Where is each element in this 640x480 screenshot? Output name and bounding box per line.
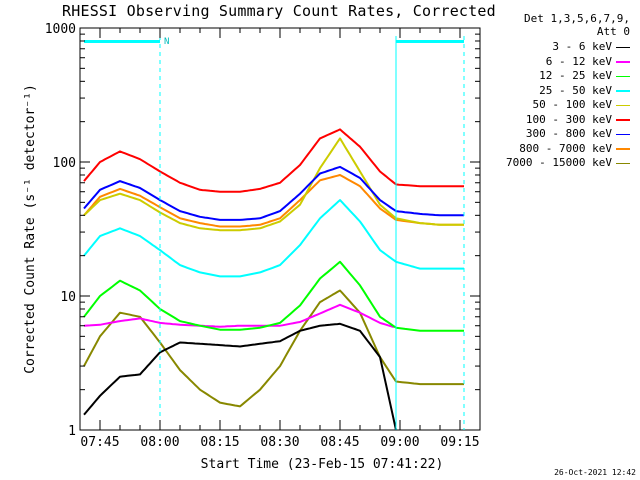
series-layer (83, 128, 464, 431)
x-axis-label: Start Time (23-Feb-15 07:41:22) (201, 457, 444, 472)
legend-header-line-1: Det 1,3,5,6,7,9, (524, 12, 630, 25)
timestamp: 26-Oct-2021 12:42 (554, 468, 636, 477)
legend-swatch (616, 90, 630, 92)
y-tick-label: 1000 (45, 22, 76, 37)
chart-title: RHESSI Observing Summary Count Rates, Co… (62, 2, 496, 20)
saa-bar (396, 40, 464, 43)
legend-label: 800 - 7000 keV (519, 141, 612, 155)
y-axis-label: Corrected Count Rate (s⁻¹ detector⁻¹) (23, 84, 38, 374)
y-tick-label: 1 (68, 424, 76, 439)
legend-label: 7000 - 15000 keV (506, 156, 612, 169)
legend-swatch (616, 162, 630, 164)
legend-item: 800 - 7000 keV (506, 142, 630, 157)
x-tick-label: 08:30 (260, 435, 299, 450)
legend-item: 3 - 6 keV (506, 40, 630, 55)
legend-item: 25 - 50 keV (506, 84, 630, 99)
axes-layer: 1 10 100 1000 07:45 08:00 08:15 08:30 08:45 09:00… (45, 22, 481, 450)
legend-swatch (616, 133, 630, 135)
night-flag-label: N (164, 37, 169, 47)
series-line (83, 174, 464, 228)
legend-swatch (616, 46, 630, 48)
plot-frame (79, 27, 481, 431)
legend-swatch (616, 61, 630, 63)
x-tick-label: 07:45 (80, 435, 119, 450)
y-tick-label: 10 (60, 290, 76, 305)
series-line (83, 322, 397, 431)
legend: 3 - 6 keV 6 - 12 keV 12 - 25 keV 25 - 50 ke… (506, 40, 630, 171)
legend-item: 100 - 300 keV (506, 113, 630, 128)
legend-item: 300 - 800 keV (506, 127, 630, 142)
night-bar (84, 40, 160, 43)
legend-label: 300 - 800 keV (525, 127, 612, 140)
legend-item: 50 - 100 keV (506, 98, 630, 113)
x-tick-label: 08:15 (200, 435, 239, 450)
series-line (83, 137, 464, 232)
x-tick-label: 09:15 (440, 435, 479, 450)
y-tick-label: 100 (53, 156, 76, 171)
x-tick-label: 09:00 (380, 435, 419, 450)
legend-label: 3 - 6 keV (552, 40, 612, 53)
series-line (83, 199, 464, 278)
legend-item: 7000 - 15000 keV (506, 156, 630, 171)
legend-item: 12 - 25 keV (506, 69, 630, 84)
markers-layer: N (84, 36, 465, 430)
x-tick-label: 08:00 (140, 435, 179, 450)
legend-label: 12 - 25 keV (539, 69, 612, 82)
series-line (83, 289, 464, 408)
legend-swatch (616, 75, 630, 77)
series-line (83, 260, 464, 332)
legend-label: 6 - 12 keV (545, 54, 612, 68)
series-line (83, 165, 464, 221)
series-line (83, 128, 464, 193)
x-tick-label: 08:45 (320, 435, 359, 450)
legend-swatch (616, 104, 630, 106)
legend-swatch (616, 148, 630, 150)
legend-label: 50 - 100 keV (532, 98, 612, 111)
series-line (83, 303, 395, 329)
legend-swatch (616, 119, 630, 121)
legend-label: 25 - 50 keV (539, 83, 612, 97)
legend-header-line-2: Att 0 (596, 25, 630, 38)
legend-header: Det 1,3,5,6,7,9, Att 0 (524, 12, 630, 38)
legend-item: 6 - 12 keV (506, 55, 630, 70)
legend-label: 100 - 300 keV (525, 112, 612, 126)
